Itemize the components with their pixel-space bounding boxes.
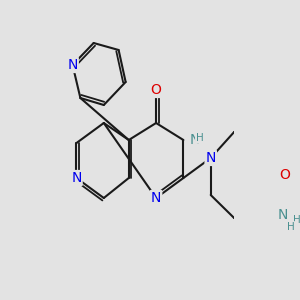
Text: N: N xyxy=(190,133,200,147)
Text: H: H xyxy=(293,215,300,225)
Text: N: N xyxy=(151,191,161,205)
Text: N: N xyxy=(71,171,82,185)
Text: O: O xyxy=(151,83,161,97)
Text: N: N xyxy=(278,208,289,222)
Text: H: H xyxy=(287,222,295,232)
Text: O: O xyxy=(279,168,290,182)
Text: H: H xyxy=(196,133,204,143)
Text: N: N xyxy=(206,151,216,165)
Text: N: N xyxy=(68,58,78,72)
